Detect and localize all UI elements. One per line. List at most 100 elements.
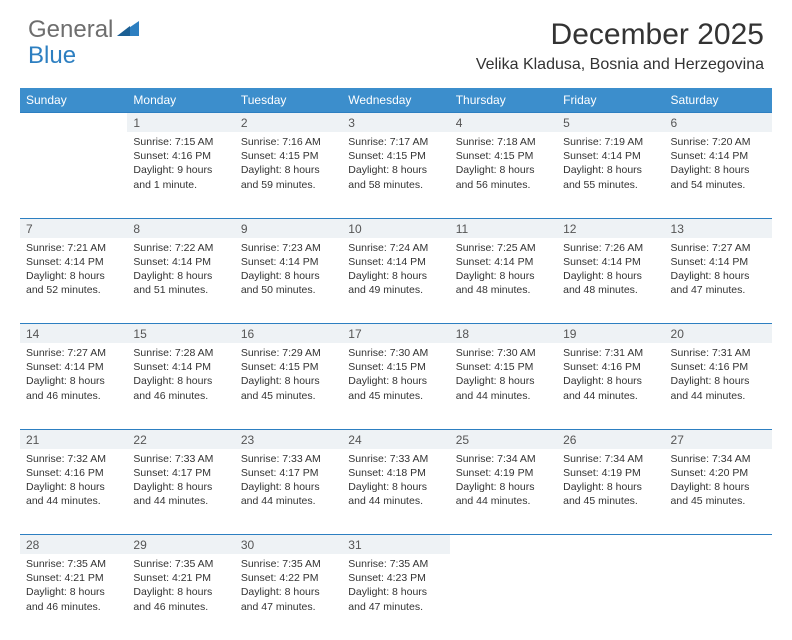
- sunrise-line: Sunrise: 7:19 AM: [563, 135, 658, 149]
- sunrise-line: Sunrise: 7:32 AM: [26, 452, 121, 466]
- title-block: December 2025 Velika Kladusa, Bosnia and…: [476, 18, 764, 74]
- sunset-line: Sunset: 4:16 PM: [26, 466, 121, 480]
- day-body-cell: Sunrise: 7:21 AMSunset: 4:14 PMDaylight:…: [20, 238, 127, 324]
- day-number-cell: 6: [665, 113, 772, 133]
- day-number-cell: [557, 535, 664, 555]
- day-body-cell: Sunrise: 7:18 AMSunset: 4:15 PMDaylight:…: [450, 132, 557, 218]
- day-number-cell: 23: [235, 429, 342, 449]
- day-body-cell: Sunrise: 7:34 AMSunset: 4:19 PMDaylight:…: [557, 449, 664, 535]
- day-number-row: 78910111213: [20, 218, 772, 238]
- sunrise-line: Sunrise: 7:20 AM: [671, 135, 766, 149]
- sunrise-line: Sunrise: 7:35 AM: [348, 557, 443, 571]
- logo-blue-wrap: Blue: [28, 44, 76, 68]
- day-body-row: Sunrise: 7:21 AMSunset: 4:14 PMDaylight:…: [20, 238, 772, 324]
- sunrise-line: Sunrise: 7:18 AM: [456, 135, 551, 149]
- day-number-row: 21222324252627: [20, 429, 772, 449]
- day-body-cell: Sunrise: 7:33 AMSunset: 4:17 PMDaylight:…: [127, 449, 234, 535]
- day-body-cell: Sunrise: 7:35 AMSunset: 4:22 PMDaylight:…: [235, 554, 342, 640]
- sunset-line: Sunset: 4:14 PM: [241, 255, 336, 269]
- day-number-cell: 26: [557, 429, 664, 449]
- daylight-line: Daylight: 8 hours and 47 minutes.: [348, 585, 443, 613]
- day-body-cell: Sunrise: 7:17 AMSunset: 4:15 PMDaylight:…: [342, 132, 449, 218]
- day-number-cell: 3: [342, 113, 449, 133]
- daylight-line: Daylight: 8 hours and 44 minutes.: [456, 480, 551, 508]
- daylight-line: Daylight: 8 hours and 44 minutes.: [133, 480, 228, 508]
- day-body-cell: [557, 554, 664, 640]
- header: General December 2025 Velika Kladusa, Bo…: [0, 0, 792, 82]
- sunset-line: Sunset: 4:14 PM: [133, 255, 228, 269]
- day-number-cell: 19: [557, 324, 664, 344]
- logo: General: [28, 18, 141, 42]
- sunrise-line: Sunrise: 7:34 AM: [671, 452, 766, 466]
- day-number-cell: 12: [557, 218, 664, 238]
- sunrise-line: Sunrise: 7:34 AM: [563, 452, 658, 466]
- daylight-line: Daylight: 8 hours and 59 minutes.: [241, 163, 336, 191]
- day-body-row: Sunrise: 7:35 AMSunset: 4:21 PMDaylight:…: [20, 554, 772, 640]
- day-number-cell: 28: [20, 535, 127, 555]
- sunset-line: Sunset: 4:18 PM: [348, 466, 443, 480]
- day-body-cell: Sunrise: 7:35 AMSunset: 4:23 PMDaylight:…: [342, 554, 449, 640]
- day-number-cell: 8: [127, 218, 234, 238]
- day-body-row: Sunrise: 7:15 AMSunset: 4:16 PMDaylight:…: [20, 132, 772, 218]
- day-number-cell: 24: [342, 429, 449, 449]
- sunset-line: Sunset: 4:15 PM: [241, 360, 336, 374]
- sunset-line: Sunset: 4:16 PM: [563, 360, 658, 374]
- day-number-cell: [450, 535, 557, 555]
- day-body-cell: Sunrise: 7:33 AMSunset: 4:17 PMDaylight:…: [235, 449, 342, 535]
- sunset-line: Sunset: 4:14 PM: [26, 255, 121, 269]
- calendar-table: Sunday Monday Tuesday Wednesday Thursday…: [20, 88, 772, 640]
- weekday-header: Friday: [557, 88, 664, 113]
- day-number-cell: 18: [450, 324, 557, 344]
- sunset-line: Sunset: 4:20 PM: [671, 466, 766, 480]
- day-body-cell: Sunrise: 7:30 AMSunset: 4:15 PMDaylight:…: [450, 343, 557, 429]
- day-number-cell: [20, 113, 127, 133]
- day-body-row: Sunrise: 7:32 AMSunset: 4:16 PM Daylight:…: [20, 449, 772, 535]
- sunset-line: Sunset: 4:16 PM: [133, 149, 228, 163]
- sunrise-line: Sunrise: 7:27 AM: [26, 346, 121, 360]
- daylight-line: Daylight: 8 hours and 46 minutes.: [26, 585, 121, 613]
- day-body-cell: Sunrise: 7:35 AMSunset: 4:21 PMDaylight:…: [127, 554, 234, 640]
- sunrise-line: Sunrise: 7:34 AM: [456, 452, 551, 466]
- day-number-cell: 7: [20, 218, 127, 238]
- day-number-cell: 11: [450, 218, 557, 238]
- sunrise-line: Sunrise: 7:33 AM: [348, 452, 443, 466]
- daylight-line: Daylight: 8 hours and 50 minutes.: [241, 269, 336, 297]
- daylight-line: Daylight: 8 hours and 46 minutes.: [133, 585, 228, 613]
- daylight-line: Daylight: 8 hours and 55 minutes.: [563, 163, 658, 191]
- sunset-line: Sunset: 4:15 PM: [348, 360, 443, 374]
- day-number-cell: 29: [127, 535, 234, 555]
- day-number-cell: 22: [127, 429, 234, 449]
- sunset-line: Sunset: 4:22 PM: [241, 571, 336, 585]
- weekday-header: Wednesday: [342, 88, 449, 113]
- daylight-line: Daylight: 8 hours and 46 minutes.: [26, 374, 121, 402]
- daylight-line: Daylight: 8 hours and 47 minutes.: [241, 585, 336, 613]
- day-body-cell: Sunrise: 7:27 AMSunset: 4:14 PMDaylight:…: [20, 343, 127, 429]
- sunrise-line: Sunrise: 7:23 AM: [241, 241, 336, 255]
- sunrise-line: Sunrise: 7:21 AM: [26, 241, 121, 255]
- day-body-cell: Sunrise: 7:22 AMSunset: 4:14 PMDaylight:…: [127, 238, 234, 324]
- day-body-cell: Sunrise: 7:16 AMSunset: 4:15 PMDaylight:…: [235, 132, 342, 218]
- sunrise-line: Sunrise: 7:27 AM: [671, 241, 766, 255]
- sunrise-line: Sunrise: 7:28 AM: [133, 346, 228, 360]
- day-body-cell: Sunrise: 7:25 AMSunset: 4:14 PMDaylight:…: [450, 238, 557, 324]
- daylight-line: Daylight: 8 hours and 56 minutes.: [456, 163, 551, 191]
- sunrise-line: Sunrise: 7:30 AM: [348, 346, 443, 360]
- day-number-cell: 25: [450, 429, 557, 449]
- sunset-line: Sunset: 4:14 PM: [26, 360, 121, 374]
- weekday-header: Sunday: [20, 88, 127, 113]
- daylight-line: Daylight: 8 hours and 44 minutes.: [563, 374, 658, 402]
- day-body-cell: Sunrise: 7:31 AMSunset: 4:16 PMDaylight:…: [665, 343, 772, 429]
- day-number-cell: 16: [235, 324, 342, 344]
- daylight-line: Daylight: 9 hours and 1 minute.: [133, 163, 228, 191]
- sunset-line: Sunset: 4:15 PM: [456, 360, 551, 374]
- day-number-cell: 10: [342, 218, 449, 238]
- sunset-line: Sunset: 4:14 PM: [671, 255, 766, 269]
- day-number-row: 28293031: [20, 535, 772, 555]
- sunrise-line: Sunrise: 7:17 AM: [348, 135, 443, 149]
- day-body-cell: Sunrise: 7:30 AMSunset: 4:15 PMDaylight:…: [342, 343, 449, 429]
- logo-text-general: General: [28, 18, 113, 42]
- month-title: December 2025: [476, 18, 764, 52]
- day-body-cell: Sunrise: 7:27 AMSunset: 4:14 PMDaylight:…: [665, 238, 772, 324]
- day-number-cell: 1: [127, 113, 234, 133]
- day-number-cell: 31: [342, 535, 449, 555]
